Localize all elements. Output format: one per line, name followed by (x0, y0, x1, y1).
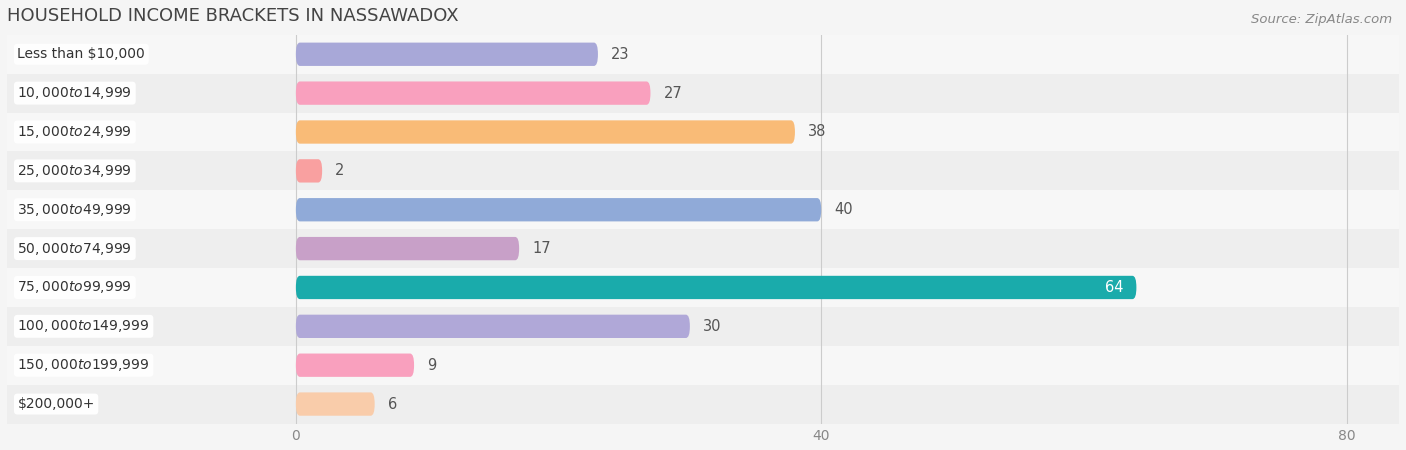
FancyBboxPatch shape (295, 198, 821, 221)
Bar (7, 307, 1399, 346)
Text: $15,000 to $24,999: $15,000 to $24,999 (17, 124, 132, 140)
Bar (7, 268, 1399, 307)
Text: 6: 6 (388, 396, 396, 412)
Text: 23: 23 (612, 47, 630, 62)
Bar (7, 346, 1399, 385)
Text: 17: 17 (533, 241, 551, 256)
Bar (7, 229, 1399, 268)
Text: 27: 27 (664, 86, 682, 101)
Text: 38: 38 (808, 125, 827, 140)
FancyBboxPatch shape (295, 354, 415, 377)
Text: $10,000 to $14,999: $10,000 to $14,999 (17, 85, 132, 101)
Bar (7, 190, 1399, 229)
Text: HOUSEHOLD INCOME BRACKETS IN NASSAWADOX: HOUSEHOLD INCOME BRACKETS IN NASSAWADOX (7, 7, 458, 25)
Text: $35,000 to $49,999: $35,000 to $49,999 (17, 202, 132, 218)
FancyBboxPatch shape (295, 276, 1136, 299)
Bar (7, 35, 1399, 74)
Bar (7, 74, 1399, 112)
FancyBboxPatch shape (295, 392, 374, 416)
Text: Source: ZipAtlas.com: Source: ZipAtlas.com (1251, 14, 1392, 27)
Text: 2: 2 (335, 163, 344, 178)
FancyBboxPatch shape (295, 81, 651, 105)
Text: $75,000 to $99,999: $75,000 to $99,999 (17, 279, 132, 296)
Text: 64: 64 (1105, 280, 1123, 295)
FancyBboxPatch shape (295, 43, 598, 66)
Bar (7, 152, 1399, 190)
FancyBboxPatch shape (295, 237, 519, 260)
Text: 30: 30 (703, 319, 721, 334)
FancyBboxPatch shape (295, 159, 322, 183)
Text: $100,000 to $149,999: $100,000 to $149,999 (17, 318, 150, 334)
Text: 40: 40 (834, 202, 853, 217)
Text: $200,000+: $200,000+ (17, 397, 94, 411)
Text: 9: 9 (427, 358, 436, 373)
Bar (7, 112, 1399, 152)
FancyBboxPatch shape (295, 315, 690, 338)
FancyBboxPatch shape (295, 120, 794, 144)
Text: $25,000 to $34,999: $25,000 to $34,999 (17, 163, 132, 179)
Text: $50,000 to $74,999: $50,000 to $74,999 (17, 241, 132, 256)
Bar (7, 385, 1399, 423)
Text: Less than $10,000: Less than $10,000 (17, 47, 145, 61)
Text: $150,000 to $199,999: $150,000 to $199,999 (17, 357, 150, 373)
